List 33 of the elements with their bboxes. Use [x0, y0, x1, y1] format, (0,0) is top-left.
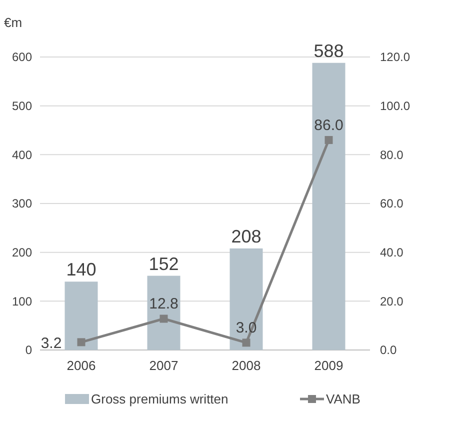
point — [324, 136, 333, 144]
data-label: 86.0 — [314, 117, 344, 134]
y2-tick-label: 100.0 — [380, 99, 410, 114]
y2-tick-label: 40.0 — [380, 246, 404, 260]
data-label: 12.8 — [149, 296, 178, 313]
y2-tick-label: 120.0 — [380, 50, 410, 64]
y-tick-label: 600 — [12, 50, 32, 64]
y-tick-label: 200 — [12, 246, 32, 260]
point — [242, 338, 250, 347]
y2-tick-label: 0.0 — [380, 343, 398, 358]
data-label: 208 — [231, 226, 262, 246]
x-tick-label: 2006 — [66, 358, 96, 373]
data-label: 588 — [314, 40, 344, 61]
legend-label: Gross premiums written — [91, 392, 228, 407]
point — [160, 314, 168, 323]
x-tick-label: 2008 — [232, 358, 261, 373]
x-tick-label: 2007 — [149, 358, 178, 373]
legend-label: VANB — [326, 392, 360, 407]
y-axis-title: €m — [4, 15, 22, 30]
data-label: 3.2 — [40, 335, 62, 352]
y2-tick-label: 20.0 — [380, 294, 404, 308]
y-tick-label: 0 — [25, 343, 32, 358]
x-tick-label: 2009 — [314, 358, 344, 373]
y-tick-label: 100 — [12, 294, 32, 308]
y-tick-label: 500 — [12, 99, 32, 114]
y2-tick-label: 80.0 — [380, 148, 404, 162]
y2-tick-label: 60.0 — [380, 196, 404, 211]
y-tick-label: 400 — [12, 148, 32, 162]
point — [77, 338, 86, 346]
data-label: 3.0 — [236, 320, 257, 337]
data-label: 140 — [66, 260, 96, 280]
y-tick-label: 300 — [12, 196, 32, 211]
data-label: 152 — [148, 254, 179, 274]
